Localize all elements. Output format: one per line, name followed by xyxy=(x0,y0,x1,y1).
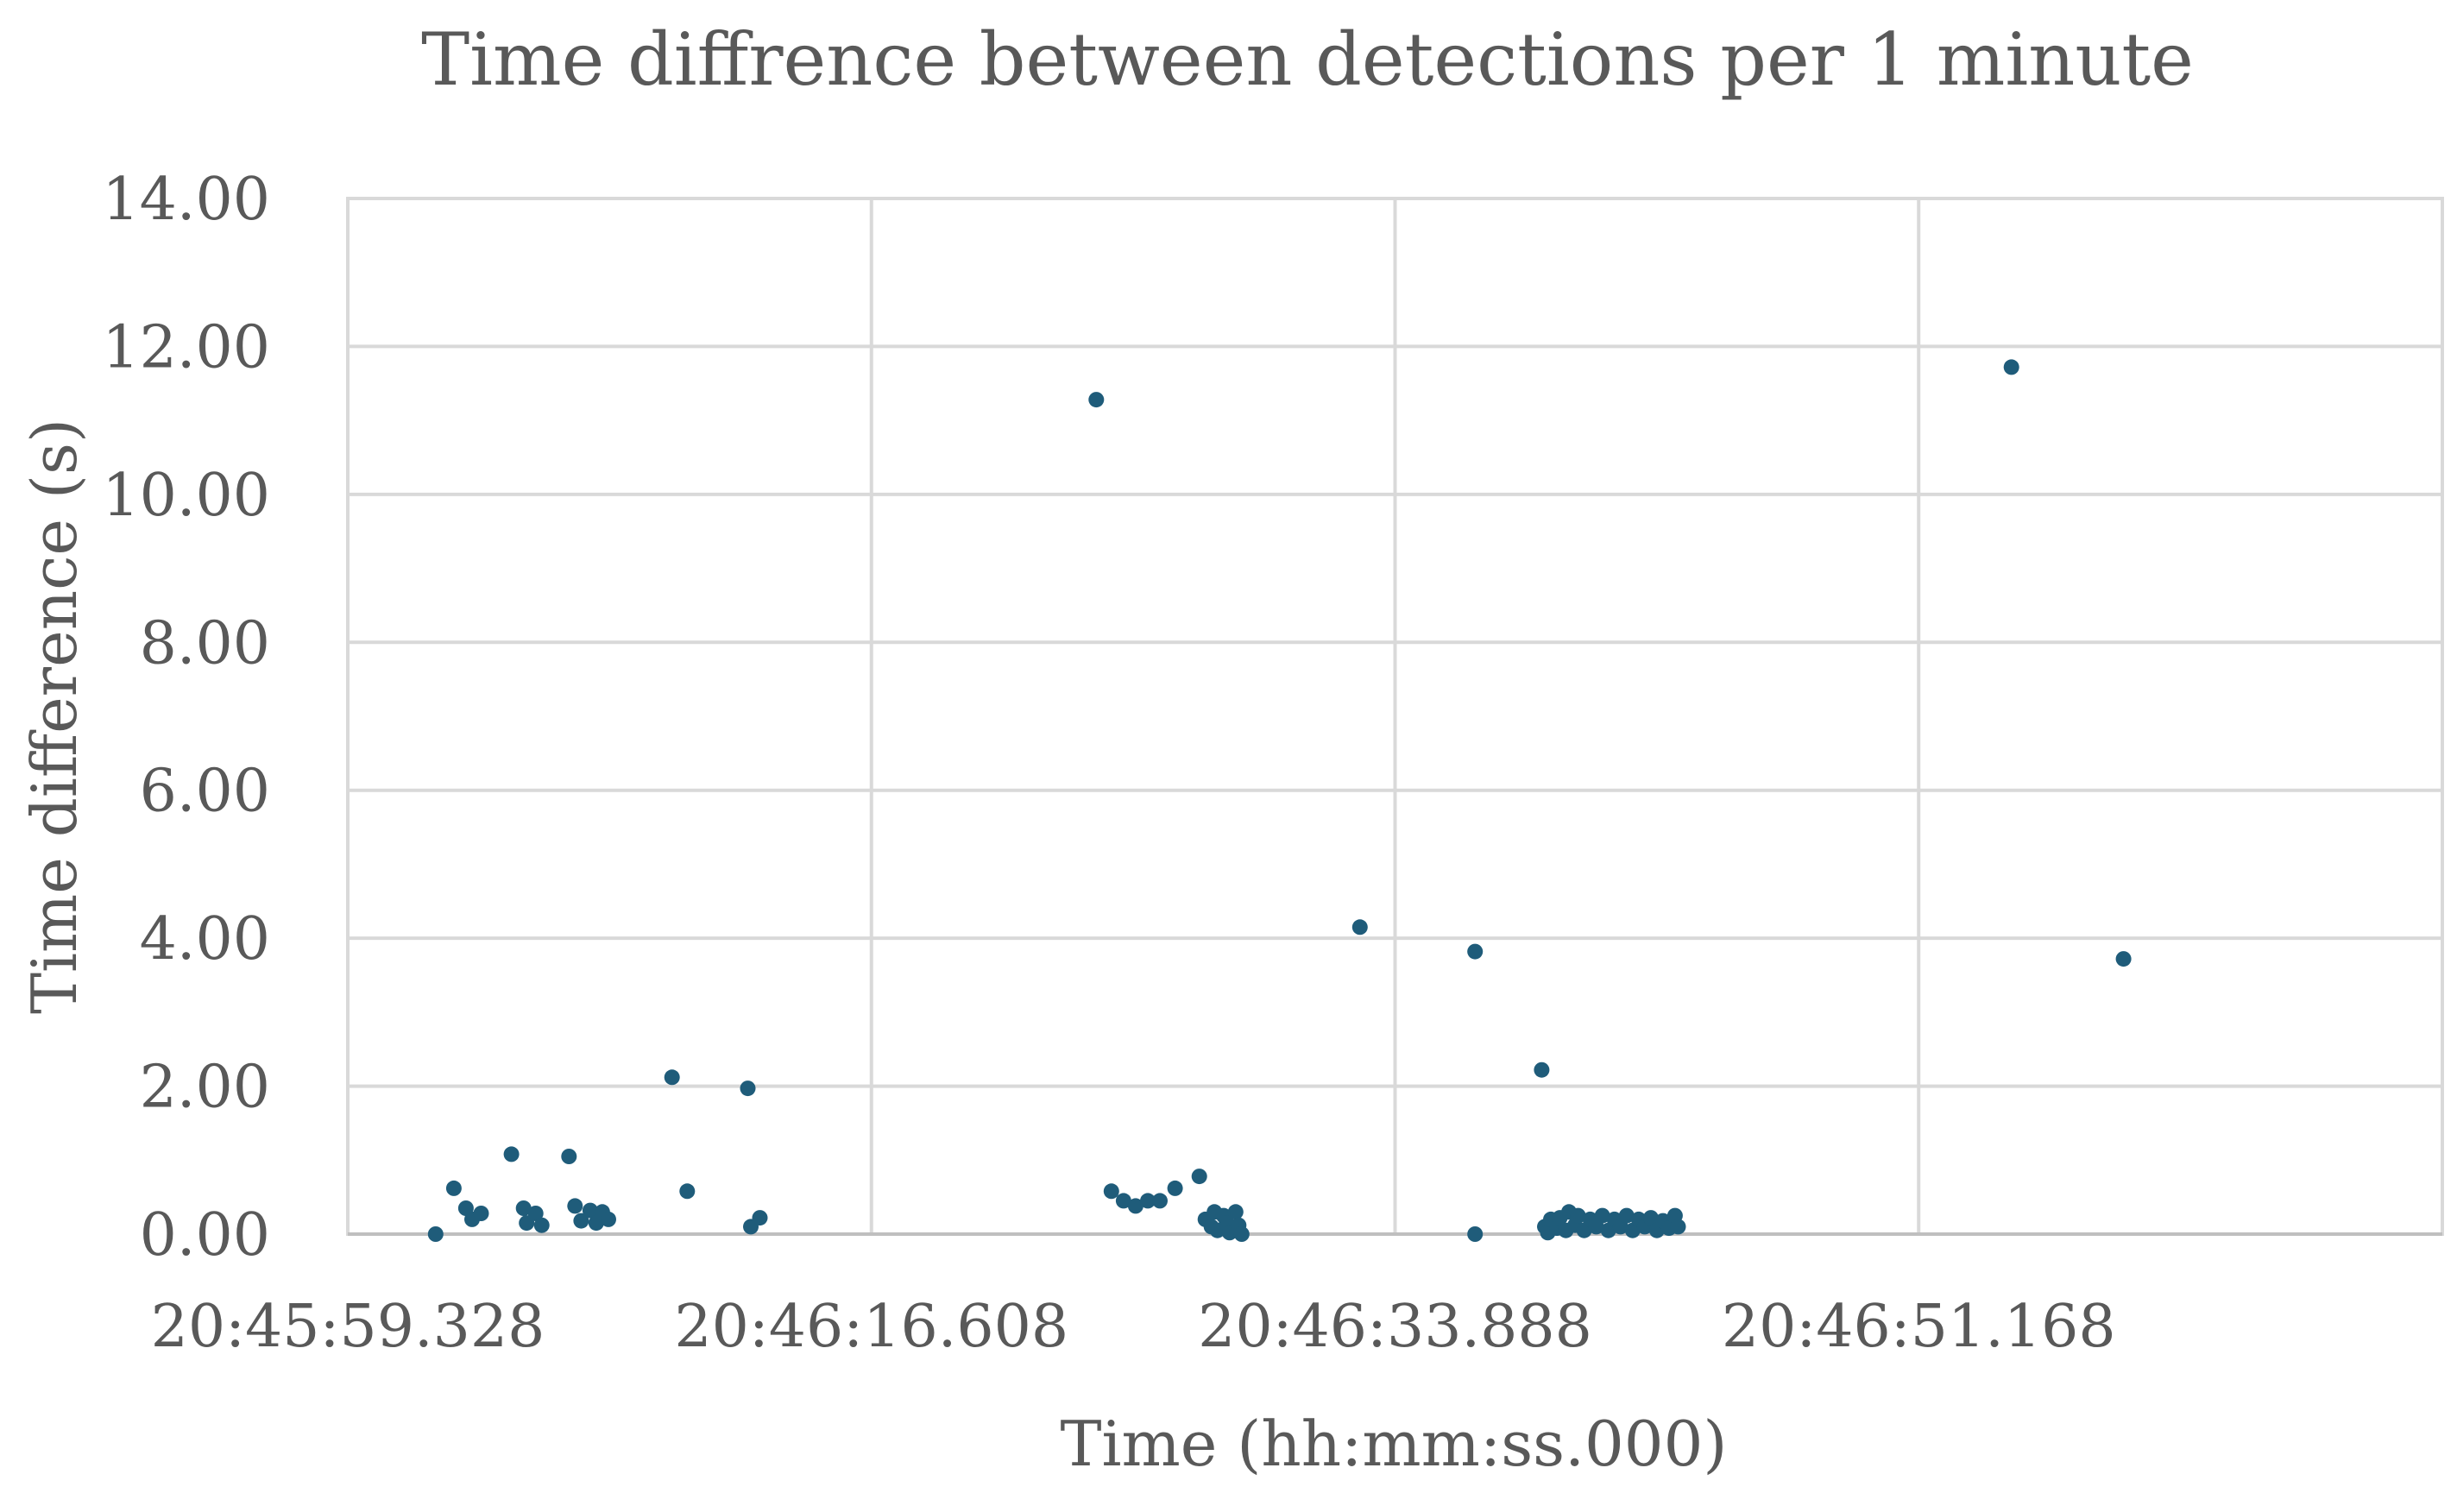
data-point xyxy=(1594,1207,1610,1224)
data-point xyxy=(1103,1183,1119,1200)
data-point xyxy=(1570,1207,1586,1224)
data-point xyxy=(1670,1219,1686,1235)
x-axis-title: Time (hh:mm:ss.000) xyxy=(1060,1408,1727,1480)
data-point xyxy=(752,1210,768,1226)
y-tick-label: 2.00 xyxy=(140,1054,270,1122)
data-point xyxy=(1618,1207,1635,1224)
y-tick-label: 6.00 xyxy=(140,758,270,826)
data-point xyxy=(561,1149,577,1164)
data-point xyxy=(740,1080,756,1097)
data-point xyxy=(445,1180,462,1196)
data-point xyxy=(1467,1226,1484,1242)
x-tick-label: 20:46:16.608 xyxy=(674,1293,1068,1361)
data-point xyxy=(679,1183,696,1200)
x-tick-label: 20:45:59.328 xyxy=(151,1293,545,1361)
y-tick-label: 12.00 xyxy=(102,313,270,381)
points-layer xyxy=(427,359,2132,1242)
data-point xyxy=(1534,1062,1550,1078)
data-point xyxy=(527,1206,544,1221)
data-point xyxy=(1191,1169,1207,1185)
chart-title: Time diffrence between detections per 1 … xyxy=(421,17,2194,102)
data-point xyxy=(1227,1204,1244,1220)
data-point xyxy=(1167,1180,1183,1196)
data-point xyxy=(533,1217,550,1233)
data-point xyxy=(1351,919,1368,936)
data-point xyxy=(1467,943,1484,960)
data-point xyxy=(1233,1226,1250,1242)
x-tick-label: 20:46:33.888 xyxy=(1198,1293,1592,1361)
data-point xyxy=(2115,951,2132,967)
data-point xyxy=(515,1200,532,1216)
data-point xyxy=(2003,359,2019,375)
data-point xyxy=(601,1211,616,1227)
y-tick-label: 0.00 xyxy=(140,1201,270,1269)
data-point xyxy=(427,1226,444,1242)
x-tick-label: 20:46:51.168 xyxy=(1722,1293,2116,1361)
data-point xyxy=(1152,1193,1168,1209)
data-point xyxy=(664,1069,680,1086)
y-tick-label: 10.00 xyxy=(102,462,270,530)
y-tick-label: 8.00 xyxy=(140,609,270,677)
grid-layer xyxy=(346,197,2444,1236)
y-axis-title: Time difference (s) xyxy=(18,419,91,1014)
data-point xyxy=(1642,1210,1659,1226)
y-tick-label: 4.00 xyxy=(140,905,270,973)
tick-layer: 0.00 2.00 4.00 6.00 8.00 10.00 12.00 14.00 20:45… xyxy=(102,166,2115,1361)
data-point xyxy=(582,1202,598,1219)
data-point xyxy=(1140,1193,1156,1209)
data-point xyxy=(567,1198,583,1214)
data-point xyxy=(503,1146,520,1162)
data-point xyxy=(1115,1193,1131,1209)
data-point xyxy=(573,1213,589,1229)
y-tick-label: 14.00 xyxy=(102,166,270,234)
data-point xyxy=(1127,1198,1143,1214)
data-point xyxy=(1088,392,1105,408)
data-point xyxy=(473,1206,489,1221)
